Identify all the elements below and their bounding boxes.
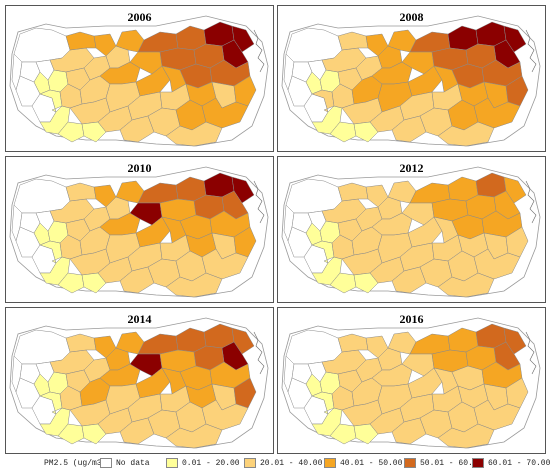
map-panel-2006: 2006 xyxy=(5,5,274,152)
map-2014 xyxy=(9,317,269,449)
legend-label: 40.01 - 50.00 xyxy=(340,459,403,468)
legend-label: 50.01 - 60.00 xyxy=(420,459,483,468)
legend-swatch xyxy=(166,458,178,468)
map-panel-2012: 2012 xyxy=(277,156,546,303)
legend-label: No data xyxy=(116,459,150,468)
region xyxy=(311,89,335,113)
legend-swatch xyxy=(404,458,416,468)
panel-title-2006: 2006 xyxy=(127,10,152,24)
region xyxy=(39,240,63,264)
region xyxy=(165,272,223,298)
region xyxy=(311,240,335,264)
map-panel-2010: 2010 xyxy=(5,156,274,303)
region xyxy=(503,327,527,355)
region xyxy=(437,423,495,449)
panel-title-2008: 2008 xyxy=(399,10,424,24)
legend-label: 0.01 - 20.00 xyxy=(182,459,240,468)
region xyxy=(503,25,527,53)
legend-swatch xyxy=(472,458,484,468)
region xyxy=(165,423,223,449)
coastline xyxy=(253,29,265,73)
legend-swatch xyxy=(100,458,112,468)
region xyxy=(233,75,257,107)
map-2006 xyxy=(9,15,269,147)
region xyxy=(311,391,335,415)
map-2012 xyxy=(281,166,541,298)
panel-title-2016: 2016 xyxy=(399,312,424,326)
map-legend: PM2.5 (ug/m3) No data 0.01 - 20.00 20.01… xyxy=(0,456,550,472)
legend-label: 20.01 - 40.00 xyxy=(260,459,323,468)
map-2008 xyxy=(281,15,541,147)
coastline xyxy=(525,29,537,73)
region xyxy=(503,176,527,204)
region xyxy=(231,327,255,355)
coastline xyxy=(253,180,265,224)
legend-label: 60.01 - 70.00 xyxy=(488,459,550,468)
region xyxy=(39,391,63,415)
map-panel-2014: 2014 xyxy=(5,307,274,454)
panel-title-2010: 2010 xyxy=(127,161,152,175)
coastline xyxy=(253,331,265,375)
coastline xyxy=(525,180,537,224)
region xyxy=(233,226,257,258)
region xyxy=(505,226,529,258)
region xyxy=(39,89,63,113)
region xyxy=(505,377,529,409)
map-panel-2016: 2016 xyxy=(277,307,546,454)
region xyxy=(233,377,257,409)
map-2016 xyxy=(281,317,541,449)
panel-title-2012: 2012 xyxy=(399,161,424,175)
legend-swatch xyxy=(324,458,336,468)
region xyxy=(231,176,255,204)
coastline xyxy=(525,331,537,375)
region xyxy=(437,121,495,147)
panel-title-2014: 2014 xyxy=(127,312,152,326)
legend-swatch xyxy=(244,458,256,468)
region xyxy=(165,121,223,147)
map-panel-2008: 2008 xyxy=(277,5,546,152)
region xyxy=(505,75,529,107)
map-2010 xyxy=(9,166,269,298)
region xyxy=(231,25,255,53)
legend-title: PM2.5 (ug/m3) xyxy=(44,459,107,468)
region xyxy=(437,272,495,298)
